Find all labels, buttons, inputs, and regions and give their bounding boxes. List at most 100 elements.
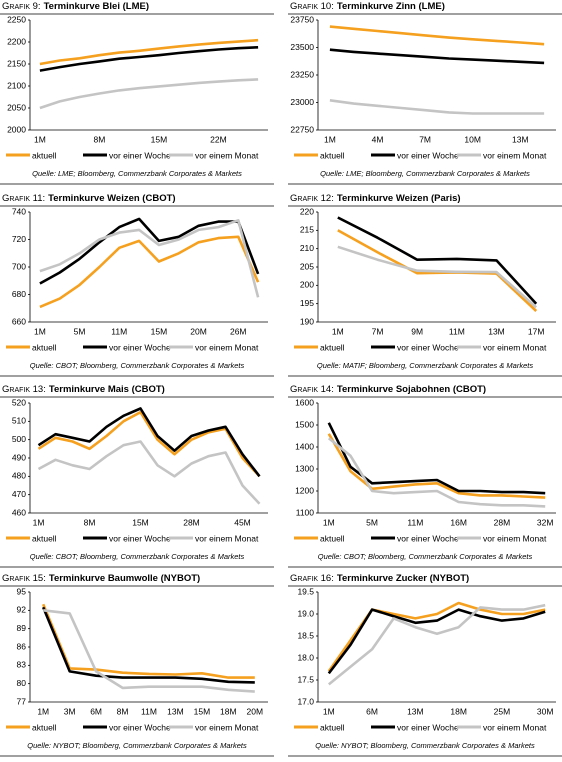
legend-label: vor einer Woche: [397, 150, 459, 160]
legend-label: vor einer Woche: [109, 533, 171, 543]
y-tick-label: 215: [300, 225, 314, 235]
y-tick-label: 520: [12, 397, 26, 407]
legend-label: vor einer Woche: [109, 342, 171, 352]
chart-title: Grafik 12: Terminkurve Weizen (Paris): [290, 193, 461, 204]
chart-title-text: Terminkurve Blei (LME): [44, 1, 149, 12]
y-tick-label: 77: [17, 696, 27, 706]
y-tick-label: 18.0: [297, 652, 314, 662]
y-tick-label: 89: [17, 623, 27, 633]
source-note: Quelle: LME; Bloomberg, Commerzbank Corp…: [320, 169, 530, 178]
y-tick-label: 83: [17, 660, 27, 670]
source-note: Quelle: LME; Bloomberg, Commerzbank Corp…: [32, 169, 242, 178]
x-tick-label: 11M: [141, 706, 157, 716]
legend-label: aktuell: [32, 342, 57, 352]
x-tick-label: 13M: [488, 326, 505, 336]
chart-title: Grafik 16: Terminkurve Zucker (NYBOT): [290, 573, 469, 584]
chart-number: Grafik 16:: [290, 573, 334, 584]
x-tick-label: 15M: [132, 517, 149, 527]
x-tick-label: 4M: [372, 134, 384, 144]
y-tick-label: 205: [300, 261, 314, 271]
x-tick-label: 16M: [450, 517, 467, 527]
x-tick-label: 11M: [407, 517, 423, 527]
y-tick-label: 1200: [295, 485, 314, 495]
x-tick-label: 1M: [324, 134, 336, 144]
x-tick-label: 5M: [366, 517, 378, 527]
y-tick-label: 720: [12, 234, 26, 244]
y-tick-label: 2200: [7, 36, 26, 46]
y-tick-label: 200: [300, 280, 314, 290]
source-note: Quelle: CBOT; Bloomberg, Commerzbank Cor…: [30, 361, 245, 370]
x-tick-label: 15M: [151, 326, 168, 336]
y-tick-label: 17.0: [297, 696, 314, 706]
x-tick-label: 1M: [33, 517, 45, 527]
chart-title: Grafik 9: Terminkurve Blei (LME): [2, 1, 149, 12]
chart-panel: Grafik 14: Terminkurve Sojabohnen (CBOT) 1…: [288, 384, 562, 568]
x-tick-label: 28M: [183, 517, 200, 527]
y-tick-label: 220: [300, 206, 314, 216]
y-tick-label: 92: [17, 605, 27, 615]
x-tick-label: 1M: [34, 326, 46, 336]
chart-panel: Grafik 10: Terminkurve Zinn (LME) 22750 230…: [288, 1, 562, 185]
series-line: [43, 609, 255, 693]
y-tick-label: 95: [17, 586, 27, 596]
series-line: [327, 433, 546, 499]
y-tick-label: 23750: [290, 14, 314, 24]
x-tick-label: 5M: [74, 326, 86, 336]
legend-label: vor einer Woche: [397, 722, 459, 732]
source-note: Quelle: CBOT; Bloomberg, Commerzbank Cor…: [30, 552, 245, 561]
series-line: [39, 78, 259, 110]
legend-label: aktuell: [32, 150, 57, 160]
chart-number: Grafik 12:: [290, 193, 334, 204]
x-tick-label: 18M: [220, 706, 237, 716]
series-line: [327, 608, 546, 675]
y-tick-label: 22750: [290, 124, 314, 134]
y-tick-label: 460: [12, 507, 26, 517]
chart-panel: Grafik 16: Terminkurve Zucker (NYBOT) 17.0…: [288, 573, 562, 757]
y-tick-label: 2250: [7, 14, 26, 24]
x-tick-label: 1M: [34, 134, 46, 144]
series-line: [337, 216, 538, 305]
x-tick-label: 9M: [411, 326, 423, 336]
series-line: [39, 46, 259, 72]
source-note: Quelle: NYBOT; Bloomberg, Commerzbank Co…: [315, 741, 535, 750]
series-line: [327, 437, 546, 508]
y-tick-label: 1300: [295, 463, 314, 473]
x-tick-label: 1M: [323, 517, 335, 527]
x-tick-label: 8M: [117, 706, 129, 716]
x-tick-label: 30M: [537, 706, 554, 716]
x-tick-label: 10M: [464, 134, 481, 144]
series-line: [329, 48, 545, 65]
chart-panel: Grafik 9: Terminkurve Blei (LME) 2000 2050 2…: [0, 1, 274, 185]
x-tick-label: 8M: [94, 134, 106, 144]
x-tick-label: 28M: [494, 517, 511, 527]
series-line: [37, 407, 261, 478]
chart-title: Grafik 11: Terminkurve Weizen (CBOT): [2, 193, 176, 204]
chart-title-text: Terminkurve Weizen (CBOT): [48, 193, 175, 204]
y-tick-label: 19.5: [297, 586, 314, 596]
series-line: [329, 99, 545, 115]
source-note: Quelle: CBOT; Bloomberg, Commerzbank Cor…: [318, 552, 533, 561]
series-line: [41, 606, 255, 684]
y-tick-label: 17.5: [297, 674, 314, 684]
y-tick-label: 195: [300, 298, 314, 308]
x-tick-label: 17M: [528, 326, 545, 336]
x-tick-label: 13M: [407, 706, 424, 716]
legend-label: aktuell: [32, 533, 57, 543]
y-tick-label: 510: [12, 416, 26, 426]
chart-panel: Grafik 11: Terminkurve Weizen (CBOT) 660 68…: [0, 193, 274, 377]
series-line: [39, 38, 259, 66]
legend-label: vor einer Woche: [397, 342, 459, 352]
legend-label: aktuell: [320, 533, 345, 543]
source-note: Quelle: MATIF; Bloomberg, Commerzbank Co…: [317, 361, 533, 370]
x-tick-label: 45M: [234, 517, 251, 527]
y-tick-label: 680: [12, 289, 26, 299]
chart-number: Grafik 10:: [290, 1, 334, 12]
x-tick-label: 20M: [247, 706, 264, 716]
legend-label: aktuell: [320, 150, 345, 160]
x-tick-label: 15M: [151, 134, 168, 144]
y-tick-label: 80: [17, 678, 27, 688]
x-tick-label: 11M: [449, 326, 465, 336]
series-line: [37, 410, 261, 478]
series-line: [41, 603, 255, 679]
